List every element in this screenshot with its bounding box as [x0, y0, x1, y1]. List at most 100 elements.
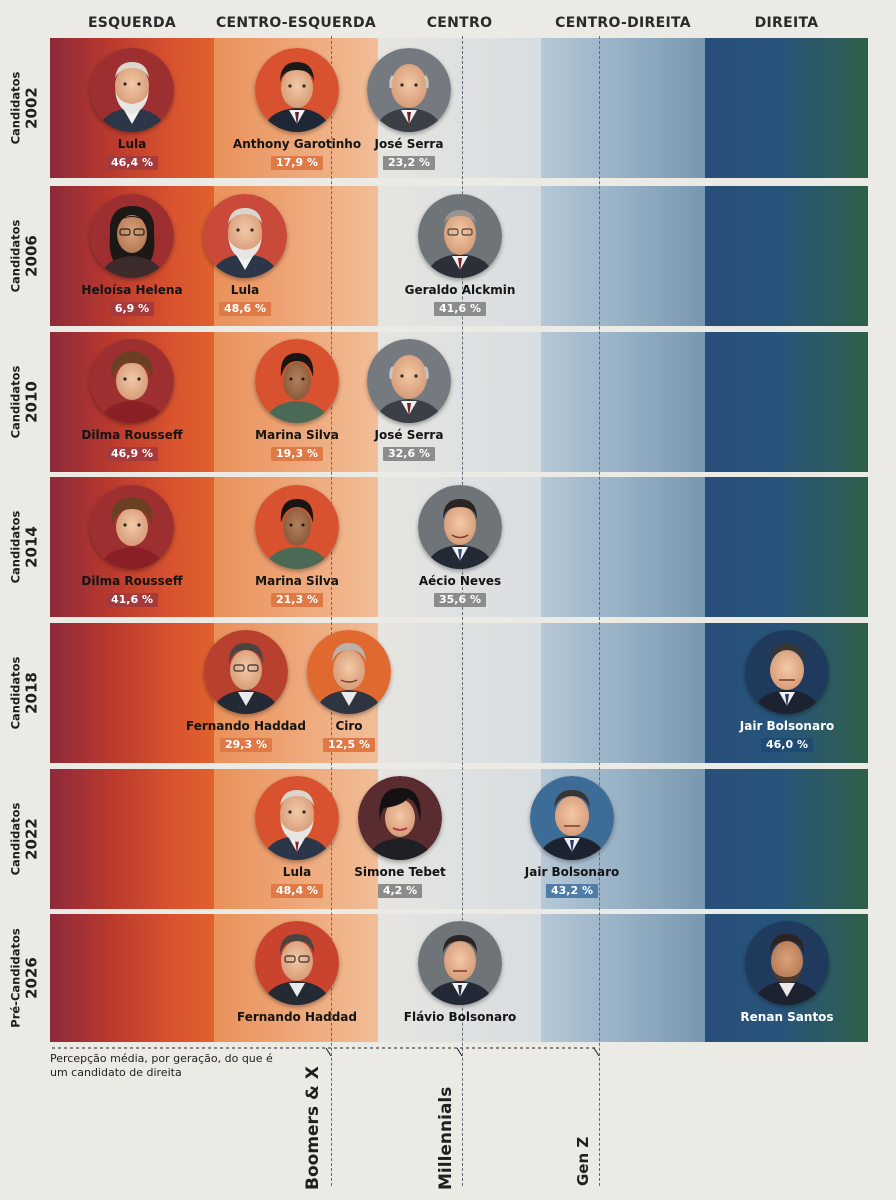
row-label-kind: Candidatos [8, 510, 23, 584]
candidate-name: Lula [282, 865, 312, 879]
candidate-dilma-2010: Dilma Rousseff 46,9 % [67, 339, 197, 461]
portrait-lula [90, 48, 174, 132]
candidate-alckmin-2006: Geraldo Alckmin 41,6 % [395, 194, 525, 316]
row-label-year: 2006 [22, 235, 41, 277]
portrait-haddad [255, 921, 339, 1005]
row-label-2026: Pré-Candidatos 2026 [0, 914, 50, 1042]
row-label-kind: Candidatos [8, 802, 23, 876]
band-centro-direita [541, 38, 705, 178]
candidate-renan-2026: Renan Santos [722, 921, 852, 1024]
vote-share-badge: 23,2 % [383, 156, 435, 170]
band-centro-direita [541, 186, 705, 326]
row-label-year: 2002 [22, 87, 41, 129]
portrait-tebet [358, 776, 442, 860]
vote-share-badge: 46,9 % [106, 447, 158, 461]
vote-share-badge: 46,4 % [106, 156, 158, 170]
candidate-name: Simone Tebet [354, 865, 446, 879]
candidate-name: Lula [230, 283, 260, 297]
generation-arrow [52, 1047, 600, 1057]
vote-share-badge: 17,9 % [271, 156, 323, 170]
generation-label-gen-z: Gen Z [574, 1136, 592, 1186]
column-header-centro-direita: CENTRO-DIREITA [555, 15, 691, 31]
candidate-name: José Serra [374, 428, 444, 442]
band-centro-direita [541, 623, 705, 763]
vote-share-badge: 48,6 % [219, 302, 271, 316]
vote-share-badge: 4,2 % [377, 884, 423, 898]
row-label-kind: Candidatos [8, 71, 23, 145]
band-centro-direita [541, 332, 705, 472]
candidate-marina-2010: Marina Silva 19,3 % [232, 339, 362, 461]
candidate-name: Flávio Bolsonaro [403, 1010, 517, 1024]
vote-share-badge: 41,6 % [106, 593, 158, 607]
candidate-name: Jair Bolsonaro [739, 719, 835, 733]
candidate-serra-2010: José Serra 32,6 % [344, 339, 474, 461]
band-esquerda [50, 914, 214, 1042]
candidate-name: Fernando Haddad [186, 719, 306, 733]
portrait-bolsonaro [530, 776, 614, 860]
candidate-name: Fernando Haddad [237, 1010, 357, 1024]
candidate-name: Dilma Rousseff [81, 574, 183, 588]
generation-line-gen-z [599, 36, 600, 1186]
candidate-name: Heloísa Helena [81, 283, 183, 297]
candidate-name: Lula [117, 137, 147, 151]
candidate-bolsonaro-2022: Jair Bolsonaro 43,2 % [507, 776, 637, 898]
candidate-name: Anthony Garotinho [232, 137, 362, 151]
band-esquerda [50, 623, 214, 763]
row-label-2006: Candidatos 2006 [0, 186, 50, 326]
candidate-name: Renan Santos [740, 1010, 834, 1024]
vote-share-badge: 43,2 % [546, 884, 598, 898]
portrait-dilma [90, 339, 174, 423]
vote-share-badge: 48,4 % [271, 884, 323, 898]
candidate-lula-2022: Lula 48,4 % [232, 776, 362, 898]
portrait-marina [255, 339, 339, 423]
generation-note: Percepção média, por geração, do que é u… [50, 1052, 273, 1079]
candidate-name: Aécio Neves [418, 574, 502, 588]
band-esquerda [50, 769, 214, 909]
column-header-direita: DIREITA [754, 15, 819, 31]
candidate-name: Marina Silva [255, 428, 339, 442]
portrait-flavio [418, 921, 502, 1005]
candidate-haddad-2018: Fernando Haddad 29,3 % [181, 630, 311, 752]
candidate-lula-2006: Lula 48,6 % [180, 194, 310, 316]
candidate-name: Marina Silva [255, 574, 339, 588]
column-header-esquerda: ESQUERDA [87, 15, 177, 31]
candidate-name: José Serra [374, 137, 444, 151]
row-label-2010: Candidatos 2010 [0, 332, 50, 472]
row-label-2014: Candidatos 2014 [0, 477, 50, 617]
vote-share-badge: 21,3 % [271, 593, 323, 607]
band-centro [378, 623, 541, 763]
portrait-haddad [204, 630, 288, 714]
row-label-kind: Candidatos [8, 656, 23, 730]
row-background-2018 [50, 623, 868, 763]
candidate-name: Ciro [335, 719, 363, 733]
vote-share-badge: 6,9 % [109, 302, 155, 316]
row-label-kind: Candidatos [8, 219, 23, 293]
generation-line-boomers-x [331, 36, 332, 1186]
vote-share-badge: 32,6 % [383, 447, 435, 461]
candidate-haddad-2026: Fernando Haddad [232, 921, 362, 1024]
row-label-year: 2010 [22, 381, 41, 423]
vote-share-badge: 19,3 % [271, 447, 323, 461]
generation-line-millennials [462, 36, 463, 1186]
portrait-serra [367, 339, 451, 423]
vote-share-badge: 46,0 % [761, 738, 813, 752]
row-label-kind: Pré-Candidatos [8, 928, 23, 1028]
portrait-bolsonaro [745, 630, 829, 714]
row-label-2022: Candidatos 2022 [0, 769, 50, 909]
candidate-name: Geraldo Alckmin [404, 283, 516, 297]
row-label-kind: Candidatos [8, 365, 23, 439]
candidate-lula-2002: Lula 46,4 % [67, 48, 197, 170]
portrait-aecio [418, 485, 502, 569]
portrait-marina [255, 485, 339, 569]
portrait-heloisa [90, 194, 174, 278]
generation-label-boomers-x: Boomers & X [303, 1066, 323, 1190]
portrait-lula [203, 194, 287, 278]
band-direita [705, 769, 868, 909]
column-header-centro-esquerda: CENTRO-ESQUERDA [215, 15, 377, 31]
candidate-serra-2002: José Serra 23,2 % [344, 48, 474, 170]
candidate-garotinho-2002: Anthony Garotinho 17,9 % [232, 48, 362, 170]
band-centro-direita [541, 914, 705, 1042]
candidate-aecio-2014: Aécio Neves 35,6 % [395, 485, 525, 607]
row-label-2002: Candidatos 2002 [0, 38, 50, 178]
portrait-renan [745, 921, 829, 1005]
